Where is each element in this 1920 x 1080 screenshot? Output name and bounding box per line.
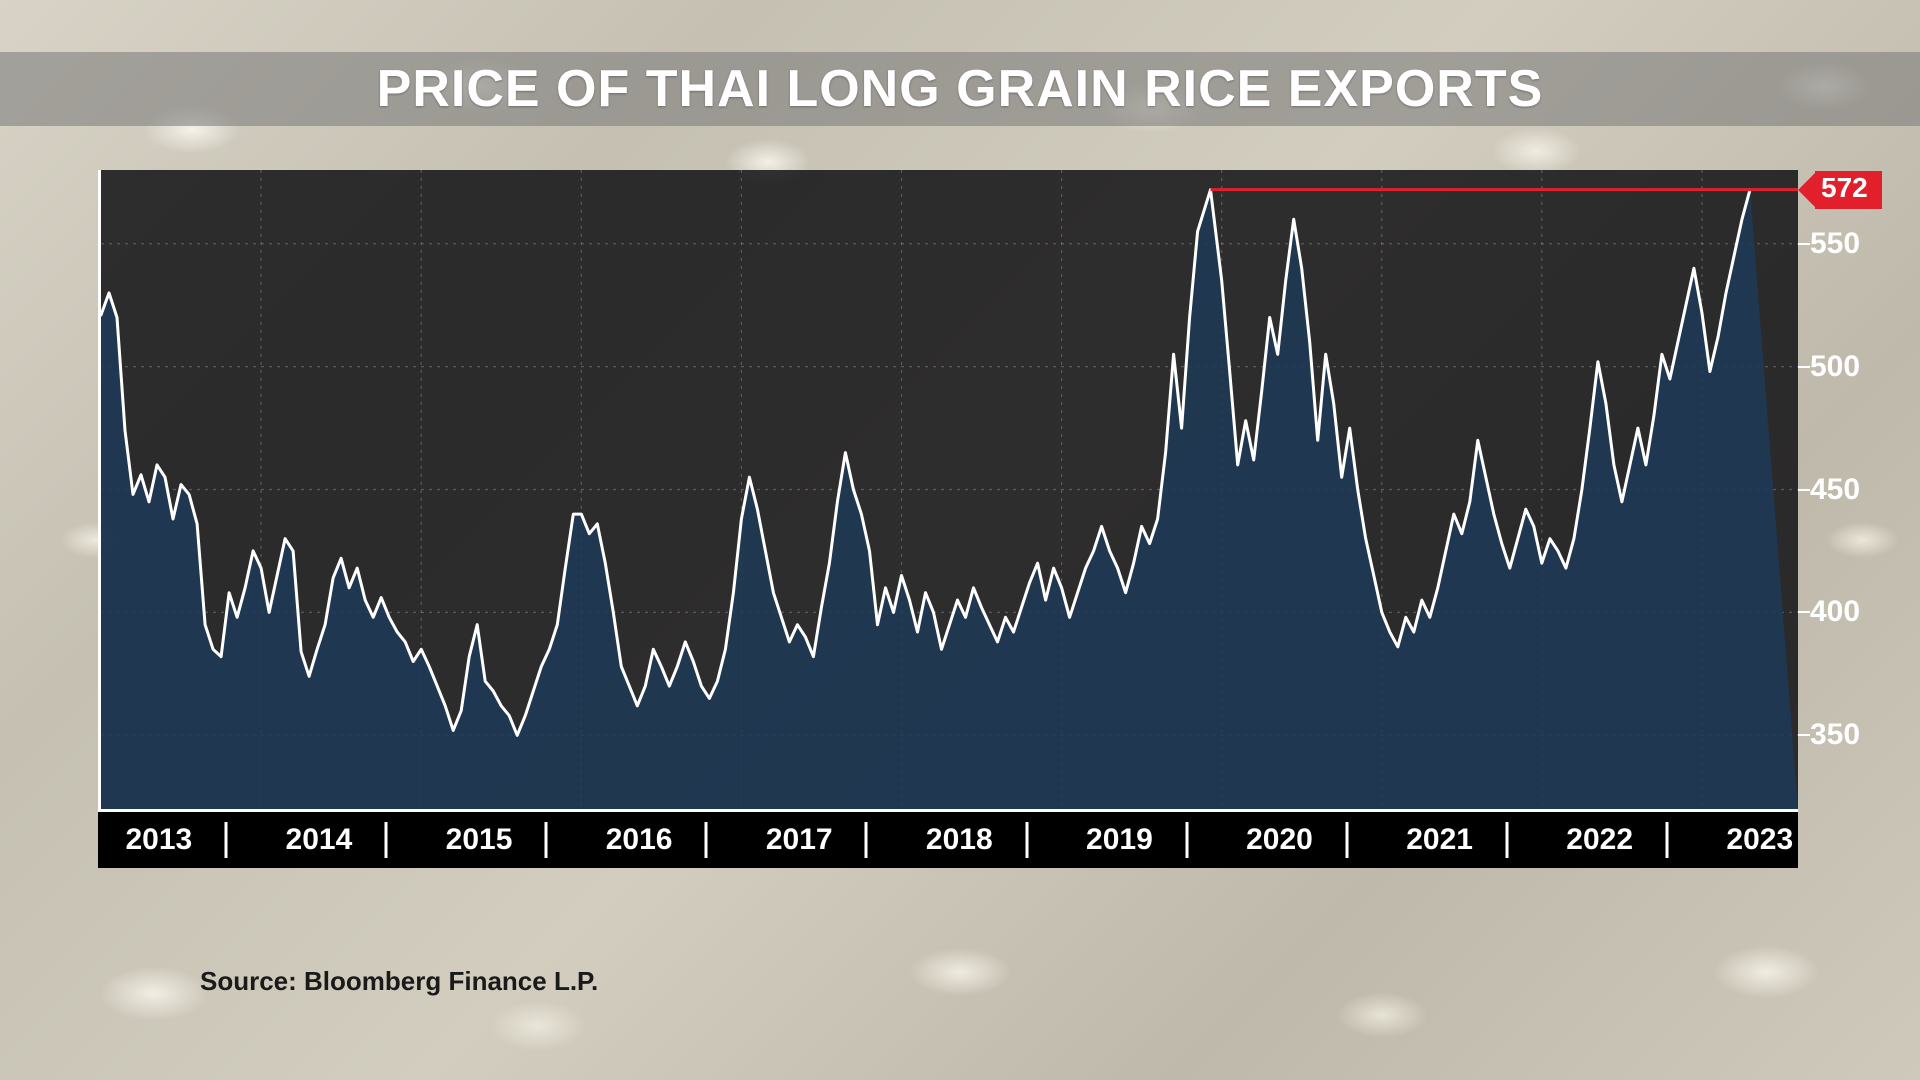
y-tick-label: 550 [1810, 227, 1860, 261]
x-year-label: 2013 [125, 812, 192, 868]
chart-container: 350400450500550 572 20132014201520162017… [98, 170, 1870, 868]
y-tick-mark [1798, 243, 1810, 245]
x-separator [865, 822, 868, 858]
x-separator [705, 822, 708, 858]
y-tick-mark [1798, 366, 1810, 368]
x-separator [1025, 822, 1028, 858]
x-separator [1185, 822, 1188, 858]
x-year-label: 2019 [1086, 812, 1153, 868]
x-year-label: 2021 [1406, 812, 1473, 868]
price-callout: 572 [1798, 173, 1882, 207]
x-separator [1665, 822, 1668, 858]
x-year-label: 2018 [926, 812, 993, 868]
y-tick-mark [1798, 611, 1810, 613]
x-separator [1345, 822, 1348, 858]
x-separator [545, 822, 548, 858]
x-year-label: 2020 [1246, 812, 1313, 868]
x-year-label: 2023 [1726, 812, 1793, 868]
y-tick-label: 500 [1810, 350, 1860, 384]
y-tick-mark [1798, 734, 1810, 736]
y-tick-label: 400 [1810, 595, 1860, 629]
y-tick-label: 450 [1810, 473, 1860, 507]
x-separator [1505, 822, 1508, 858]
chart-title: PRICE OF THAI LONG GRAIN RICE EXPORTS [377, 59, 1544, 119]
source-attribution: Source: Bloomberg Finance L.P. [200, 966, 598, 997]
x-year-label: 2016 [606, 812, 673, 868]
title-bar: PRICE OF THAI LONG GRAIN RICE EXPORTS [0, 52, 1920, 126]
x-separator [385, 822, 388, 858]
x-year-label: 2022 [1566, 812, 1633, 868]
area-chart [101, 170, 1798, 809]
x-axis: 2013 2014 2015 2016 2017 2018 2019 2020 2021 2022… [98, 812, 1798, 868]
chart-panel [98, 170, 1798, 812]
y-tick-mark [1798, 489, 1810, 491]
callout-value: 572 [1815, 171, 1882, 209]
x-year-label: 2015 [446, 812, 513, 868]
x-separator [225, 822, 228, 858]
x-year-label: 2014 [286, 812, 353, 868]
y-tick-label: 350 [1810, 718, 1860, 752]
x-year-label: 2017 [766, 812, 833, 868]
